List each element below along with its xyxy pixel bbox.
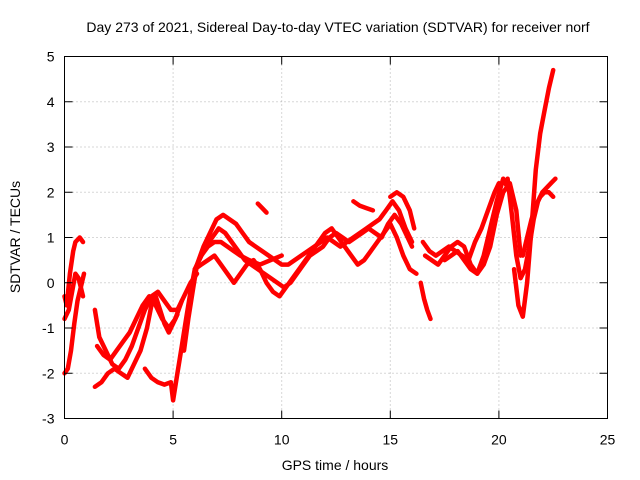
series-trace-f [92, 271, 200, 371]
y-tick-label: 4 [47, 94, 55, 110]
y-tick-label: 5 [47, 49, 55, 65]
x-tick-label: 20 [491, 432, 507, 448]
series-trace-s [511, 67, 556, 319]
axis-ticks [64, 56, 608, 419]
chart-title: Day 273 of 2021, Sidereal Day-to-day VTE… [86, 19, 589, 35]
y-tick-label: 0 [47, 275, 55, 291]
x-tick-label: 10 [274, 432, 290, 448]
series-trace-a [62, 235, 86, 308]
y-tick-label: -2 [42, 365, 55, 381]
y-tick-label: 2 [47, 184, 55, 200]
x-tick-label: 0 [61, 432, 69, 448]
series-trace-j [192, 221, 419, 299]
series-trace-l [351, 199, 376, 213]
y-tick-label: 3 [47, 139, 55, 155]
data-series-group [62, 67, 558, 403]
y-axis-title: SDTVAR / TECUs [7, 181, 23, 293]
x-tick-label: 25 [600, 432, 616, 448]
y-tick-label: -1 [42, 320, 55, 336]
x-tick-label: 15 [383, 432, 399, 448]
y-tick-labels: -3 -2 -1 0 1 2 3 4 5 [42, 49, 55, 427]
x-tick-label: 5 [169, 432, 177, 448]
x-axis-title: GPS time / hours [282, 457, 389, 473]
series-trace-m [388, 190, 417, 231]
series-trace-p [422, 176, 510, 276]
y-tick-label: -3 [42, 411, 55, 427]
series-trace-c [62, 271, 86, 322]
series-trace-n [418, 280, 433, 322]
y-tick-label: 1 [47, 230, 55, 246]
series-trace-k [255, 201, 269, 215]
series-trace-t [520, 190, 556, 258]
series-trace-h [181, 199, 415, 353]
x-tick-labels: 0 5 10 15 20 25 [61, 432, 616, 448]
